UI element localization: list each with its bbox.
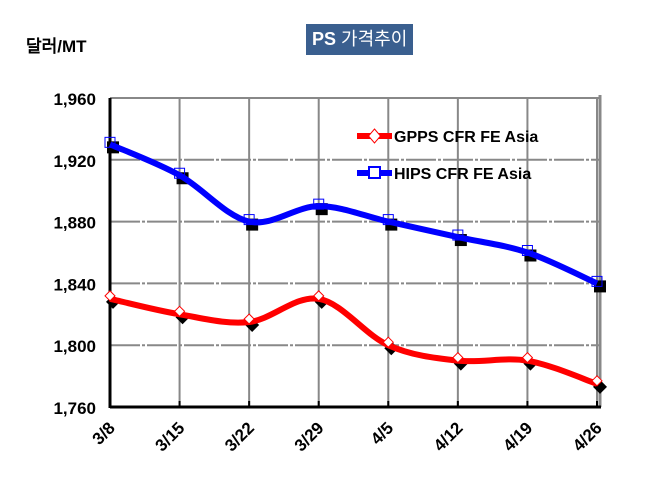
x-tick-label: 4/12 [430,418,467,455]
y-tick-label: 1,840 [53,275,96,294]
x-tick-label: 4/26 [569,418,606,455]
y-tick-label: 1,760 [53,399,96,418]
y-tick-label: 1,800 [53,337,96,356]
hips-series-line [108,141,599,287]
x-tick-label: 3/15 [152,418,189,455]
x-tick-label: 4/5 [367,418,397,448]
gpps-data-point [521,351,534,364]
hips-legend-label: HIPS CFR FE Asia [394,166,531,183]
hips-data-point [382,214,394,226]
gpps-data-point [243,313,255,325]
gpps-data-point [173,305,186,318]
chart-title: PS 가격추이 [306,24,414,55]
gpps-series-line [109,295,598,387]
gpps-data-point [452,351,464,364]
hips-data-point [591,275,603,287]
y-tick-label: 1,960 [53,90,96,109]
hips-data-point [452,229,464,241]
gpps-legend-label: GPPS CFR FE Asia [394,129,538,146]
x-tick-label: 3/29 [291,418,328,455]
gpps-legend-marker [367,128,382,144]
y-tick-label: 1,880 [53,214,96,233]
gpps-data-point [591,375,603,387]
hips-data-point [521,245,533,256]
hips-legend-marker [368,166,381,179]
gpps-data-point [382,336,394,348]
hips-data-point [313,198,325,210]
hips-data-point [104,136,116,148]
chart-title-rest: 가격추이 [341,29,408,49]
hips-data-point [174,167,186,179]
gpps-data-point [104,290,116,302]
chart-title-prefix: PS [312,29,337,49]
gpps-data-point [313,290,325,302]
x-tick-label: 4/19 [499,418,536,455]
x-tick-label: 3/22 [221,418,258,455]
y-axis-unit-label: 달러/MT [26,37,87,56]
x-tick-label: 3/8 [89,418,119,448]
y-tick-label: 1,920 [53,152,96,171]
hips-data-point [243,214,255,226]
